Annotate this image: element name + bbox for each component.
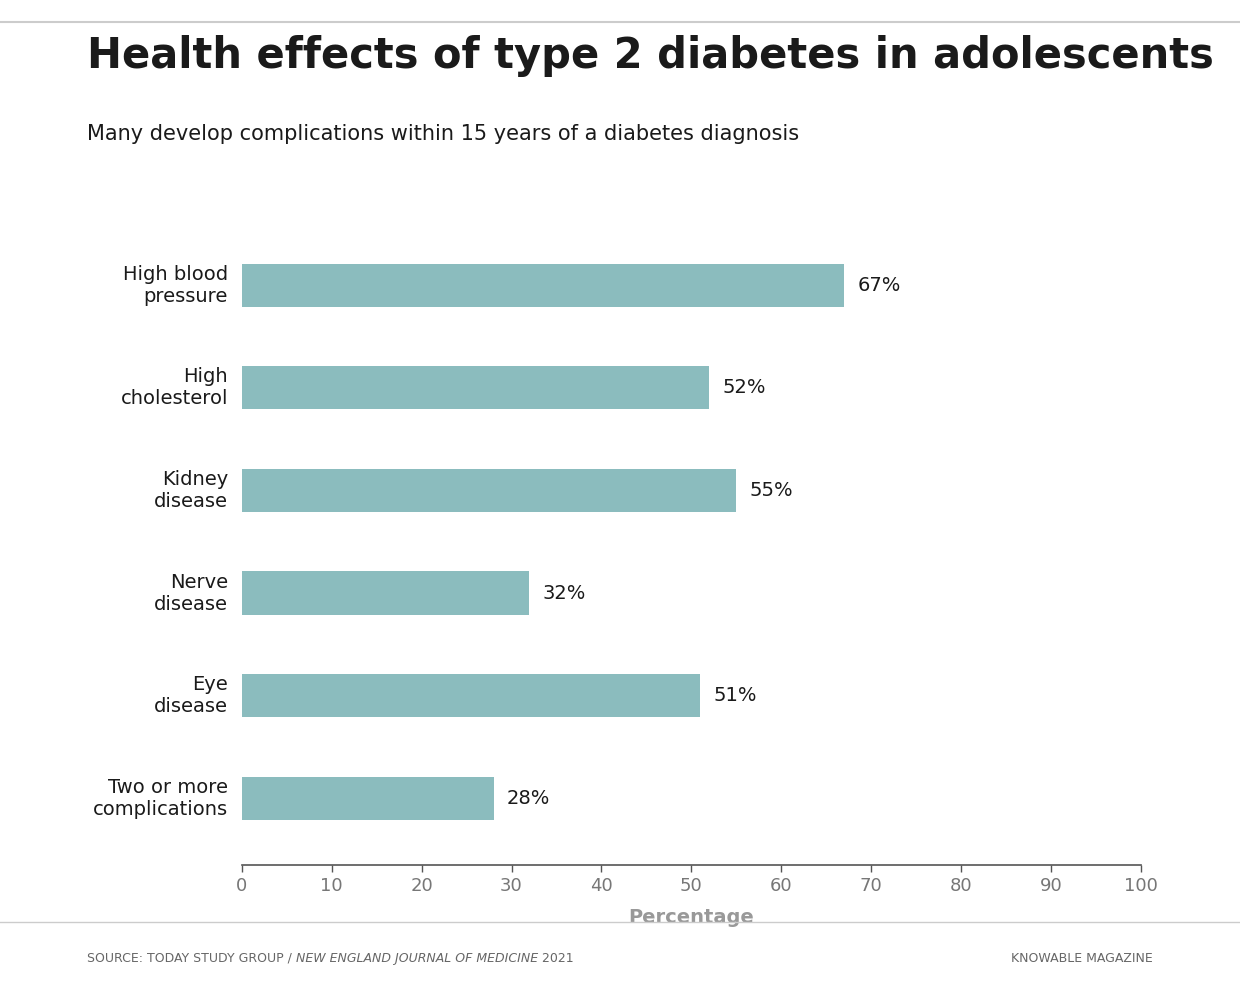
Text: SOURCE: TODAY STUDY GROUP /: SOURCE: TODAY STUDY GROUP / (87, 951, 295, 965)
Text: Many develop complications within 15 years of a diabetes diagnosis: Many develop complications within 15 yea… (87, 124, 799, 144)
Text: 32%: 32% (543, 583, 587, 602)
Text: 52%: 52% (723, 379, 766, 398)
Text: 51%: 51% (714, 686, 758, 705)
Bar (242, 572, 529, 614)
Bar (242, 367, 709, 410)
Bar (242, 674, 701, 717)
Text: NEW ENGLAND JOURNAL OF MEDICINE: NEW ENGLAND JOURNAL OF MEDICINE (295, 951, 538, 965)
Text: Health effects of type 2 diabetes in adolescents: Health effects of type 2 diabetes in ado… (87, 35, 1214, 77)
Text: 55%: 55% (750, 481, 794, 500)
Bar (242, 776, 494, 820)
Bar (242, 263, 844, 307)
Bar (242, 469, 737, 512)
X-axis label: Percentage: Percentage (629, 909, 754, 927)
Text: 28%: 28% (507, 788, 551, 807)
Text: 67%: 67% (858, 276, 901, 295)
Text: KNOWABLE MAGAZINE: KNOWABLE MAGAZINE (1012, 951, 1153, 965)
Text: 2021: 2021 (538, 951, 573, 965)
